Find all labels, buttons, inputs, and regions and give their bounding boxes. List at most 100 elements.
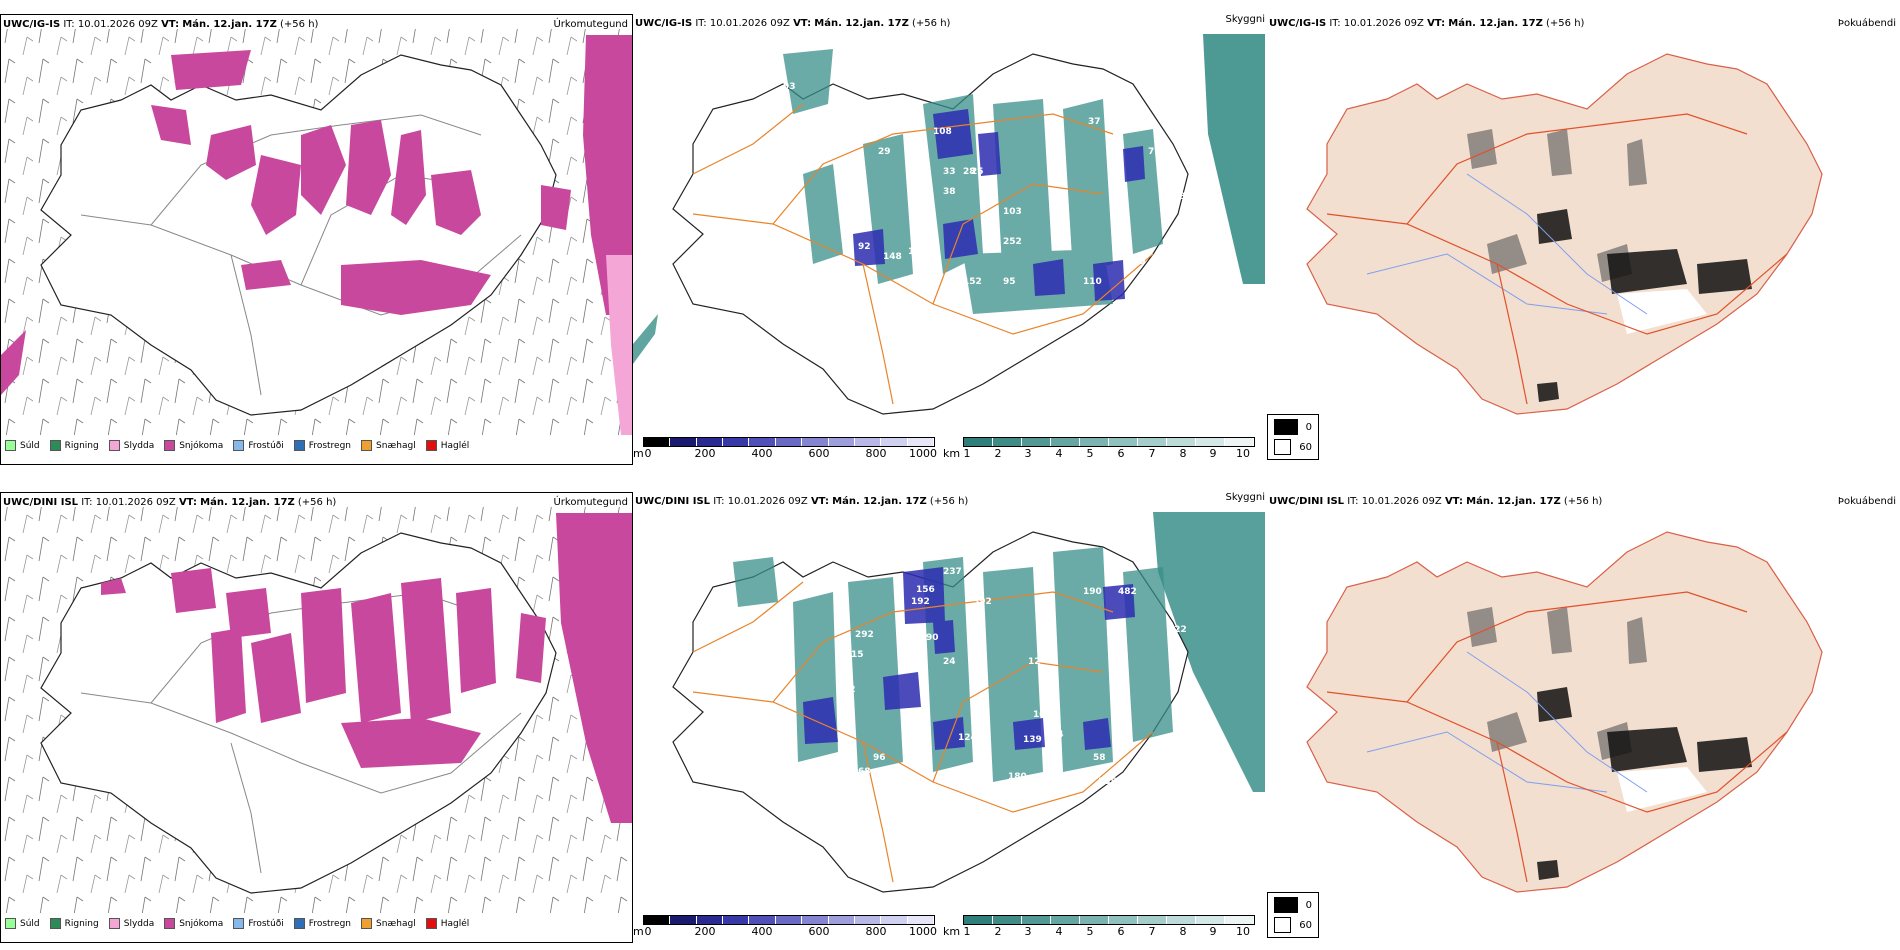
fog-roads	[1326, 591, 1788, 883]
ceiling-colorbar: m 0 200 400 600 800 1000	[633, 915, 938, 945]
legend-item-freezing-drizzle: Frostúði	[233, 440, 284, 451]
tick-label: 4	[1055, 447, 1063, 460]
vt-label: VT:	[793, 18, 812, 29]
road-network	[80, 114, 522, 396]
tick-label: 6	[1117, 447, 1125, 460]
colorbar-segment	[993, 438, 1022, 446]
fog-legend-swatch	[1274, 897, 1298, 913]
colorbar-segment	[802, 438, 829, 446]
ceiling-unit: m	[633, 925, 644, 938]
cloud-base-value: 93	[783, 82, 796, 92]
legend-item-graupel: Snæhagl	[361, 918, 416, 929]
cloud-base-value: 124	[958, 733, 977, 743]
cloud-base-value: 150	[908, 247, 927, 257]
colorbar-segment	[670, 438, 697, 446]
colorbar-segment	[1051, 438, 1080, 446]
model-name: UWC/IG-IS	[635, 18, 693, 29]
legend-swatch	[361, 440, 373, 451]
colorbar-segment	[1051, 916, 1080, 924]
tick-label: 200	[694, 925, 716, 938]
cloud-base-value: 33	[943, 167, 956, 177]
colorbar-segment	[802, 916, 829, 924]
fog-legend-row: 60	[1274, 439, 1312, 455]
fog-dense	[1537, 209, 1752, 402]
legend-swatch	[233, 440, 245, 451]
tick-label: 400	[751, 925, 773, 938]
fog-legend-swatch	[1274, 439, 1292, 455]
colorbar-segment	[1167, 916, 1196, 924]
colorbar-segment	[1080, 438, 1109, 446]
legend-item-drizzle: Súld	[5, 440, 40, 451]
colorbar-segment	[1138, 438, 1167, 446]
low-vis-areas	[733, 547, 1173, 782]
tick-label: 6	[1117, 925, 1125, 938]
value-labels: 93 108 33 25 38 37 79 28 103 252 92 148 150 152 95 110 3…	[783, 82, 1186, 287]
cloud-base-value: 47	[978, 770, 991, 780]
snow-strip	[556, 513, 632, 823]
tick-label: 200	[694, 447, 716, 460]
panel-header: UWC/DINI ISL IT: 10.01.2026 09Z VT: Mán.…	[3, 497, 336, 508]
lead-time: (+56 h)	[1563, 496, 1603, 507]
panel-header: UWC/DINI ISL IT: 10.01.2026 09Z VT: Mán.…	[635, 496, 968, 507]
cloud-base-value: 96	[873, 753, 886, 763]
colorbar-segment	[723, 916, 750, 924]
panel-title: Skyggni	[1225, 14, 1265, 25]
colorbar-segment	[964, 916, 993, 924]
legend-item-graupel: Snæhagl	[361, 440, 416, 451]
it-label: IT:	[1347, 496, 1359, 507]
it-value: 10.01.2026 09Z	[709, 18, 790, 29]
tick-label: 2	[994, 447, 1002, 460]
low-ceiling-areas	[853, 109, 1145, 301]
precip-legend: Súld Rigning Slydda Snjókoma Frostúði Fr…	[5, 440, 469, 451]
legend-item-freezing-drizzle: Frostúði	[233, 918, 284, 929]
fog-dense	[1537, 687, 1752, 880]
colorbar-segment	[964, 438, 993, 446]
tick-label: 8	[1179, 925, 1187, 938]
cloud-base-value: 156	[916, 585, 935, 595]
lead-time: (+56 h)	[912, 18, 951, 29]
fog-roads	[1326, 113, 1788, 405]
colorbar-segment	[1196, 916, 1225, 924]
tick-label: 9	[1209, 925, 1217, 938]
colorbar-segment	[1225, 438, 1254, 446]
colorbar-segment	[828, 916, 855, 924]
colorbar-segment	[993, 916, 1022, 924]
legend-item-freezing-rain: Frostregn	[293, 918, 351, 929]
vt-value: Mán. 12.jan. 17Z	[182, 19, 277, 30]
tick-label: 800	[865, 925, 887, 938]
tick-label: 10	[1236, 925, 1250, 938]
colorbar-segment	[749, 438, 776, 446]
vis-unit: km	[943, 447, 961, 460]
cloud-base-value: 139	[1023, 735, 1042, 745]
tick-label: 1000	[909, 925, 937, 938]
colorbar-segment	[1022, 438, 1051, 446]
vt-value: Mán. 12.jan. 17Z	[200, 497, 295, 508]
cloud-base-value: 92	[858, 242, 871, 252]
snow-area	[101, 568, 546, 768]
tick-label: 9	[1209, 447, 1217, 460]
fog-map	[1306, 53, 1823, 415]
panel-title: Úrkomutegund	[553, 497, 628, 508]
legend-swatch	[293, 440, 305, 451]
colorbar-segment	[696, 438, 724, 446]
it-label: IT:	[81, 497, 93, 508]
colorbar-segment	[1109, 438, 1138, 446]
tick-label: 3	[1024, 447, 1032, 460]
it-value: 10.01.2026 09Z	[95, 497, 176, 508]
cloud-base-value: 105	[1033, 710, 1052, 720]
panel-title: Úrkomutegund	[553, 19, 628, 30]
vis-strip-bar	[963, 437, 1255, 447]
vt-label: VT:	[810, 496, 829, 507]
colorbar-segment	[696, 916, 724, 924]
cloud-base-value: 15	[851, 650, 864, 660]
cloud-base-value: 39	[1133, 257, 1146, 267]
legend-swatch	[49, 440, 61, 451]
tick-label: 7	[1148, 447, 1156, 460]
colorbar-segment	[881, 438, 908, 446]
visibility-colorbar: km 1 2 3 4 5 6 7 8 9 10	[943, 437, 1255, 467]
it-value: 10.01.2026 09Z	[1361, 496, 1442, 507]
fog-map	[1306, 531, 1823, 893]
tick-label: 7	[1148, 925, 1156, 938]
panel-header: UWC/IG-IS IT: 10.01.2026 09Z VT: Mán. 12…	[635, 18, 950, 29]
legend-item-snow: Snjókoma	[164, 918, 223, 929]
